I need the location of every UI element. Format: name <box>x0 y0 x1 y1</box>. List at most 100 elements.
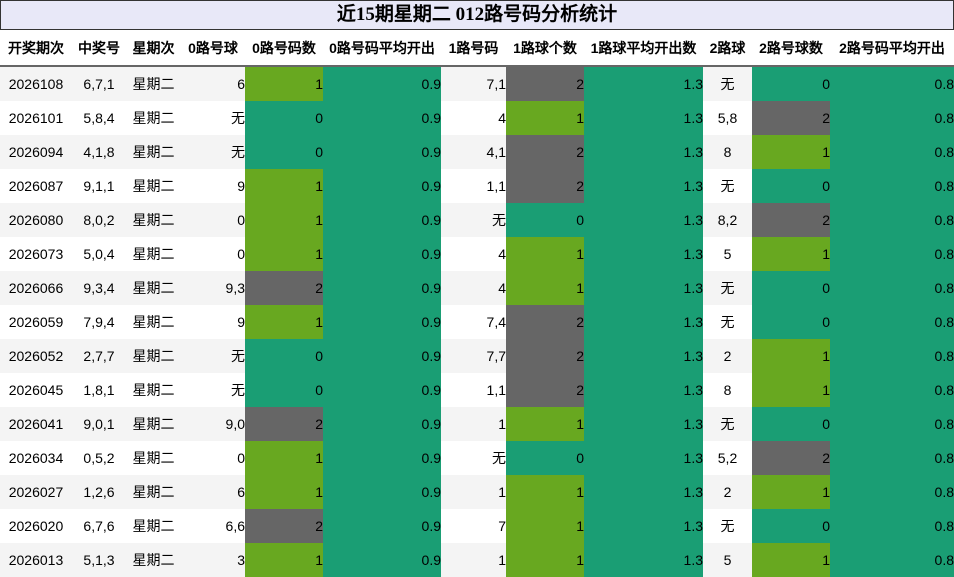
cell-route2-count: 1 <box>752 475 830 509</box>
cell-period: 2026073 <box>0 237 72 271</box>
cell-route1-count: 2 <box>506 135 584 169</box>
cell-route2-count: 0 <box>752 407 830 441</box>
cell-route1-count: 1 <box>506 407 584 441</box>
cell-weekday: 星期二 <box>126 339 181 373</box>
cell-route0-count: 0 <box>245 101 323 135</box>
cell-route0-avg: 0.9 <box>323 66 441 101</box>
cell-route0-count: 1 <box>245 475 323 509</box>
cell-route1-count: 1 <box>506 509 584 543</box>
cell-period: 2026045 <box>0 373 72 407</box>
cell-route1-avg: 1.3 <box>584 101 703 135</box>
header-route1-avg: 1路球平均开出数 <box>584 30 703 67</box>
cell-route2-count: 1 <box>752 237 830 271</box>
cell-winning-number: 9,3,4 <box>72 271 126 305</box>
cell-route0-avg: 0.9 <box>323 509 441 543</box>
cell-route0-count: 1 <box>245 237 323 271</box>
cell-route1-balls: 1 <box>441 543 506 577</box>
cell-route1-avg: 1.3 <box>584 475 703 509</box>
cell-route2-count: 2 <box>752 101 830 135</box>
cell-route2-avg: 0.8 <box>830 305 954 339</box>
cell-winning-number: 0,5,2 <box>72 441 126 475</box>
table-row: 2026087 9,1,1 星期二 9 1 0.9 1,1 2 1.3 无 0 0.8 <box>0 169 954 203</box>
cell-route1-balls: 4 <box>441 101 506 135</box>
cell-route2-avg: 0.8 <box>830 66 954 101</box>
table-row: 2026045 1,8,1 星期二无 0 0.9 1,1 2 1.3 8 1 0.8 <box>0 373 954 407</box>
cell-route1-count: 2 <box>506 66 584 101</box>
cell-route2-count: 2 <box>752 203 830 237</box>
cell-route1-balls: 4,1 <box>441 135 506 169</box>
cell-route1-count: 0 <box>506 441 584 475</box>
cell-route2-count: 0 <box>752 66 830 101</box>
cell-route0-avg: 0.9 <box>323 135 441 169</box>
header-route0-avg: 0路号码平均开出 <box>323 30 441 67</box>
cell-route0-count: 2 <box>245 509 323 543</box>
table-row: 2026027 1,2,6 星期二 6 1 0.9 1 1 1.3 2 1 0.8 <box>0 475 954 509</box>
cell-route2-count: 1 <box>752 373 830 407</box>
cell-route0-avg: 0.9 <box>323 203 441 237</box>
cell-route2-balls: 2 <box>703 339 752 373</box>
table-row: 2026020 6,7,6 星期二 6,6 2 0.9 7 1 1.3 无 0 0.8 <box>0 509 954 543</box>
table-row: 2026080 8,0,2 星期二 0 1 0.9 无 0 1.3 8,2 2 0.8 <box>0 203 954 237</box>
cell-route0-balls: 6,6 <box>181 509 245 543</box>
cell-period: 2026087 <box>0 169 72 203</box>
cell-route2-avg: 0.8 <box>830 101 954 135</box>
cell-route2-balls: 无 <box>703 66 752 101</box>
cell-route2-count: 0 <box>752 271 830 305</box>
cell-route2-avg: 0.8 <box>830 339 954 373</box>
cell-route1-avg: 1.3 <box>584 169 703 203</box>
cell-route0-balls: 无 <box>181 339 245 373</box>
cell-route2-balls: 无 <box>703 305 752 339</box>
cell-weekday: 星期二 <box>126 169 181 203</box>
cell-route2-avg: 0.8 <box>830 271 954 305</box>
cell-route1-count: 2 <box>506 305 584 339</box>
cell-winning-number: 6,7,1 <box>72 66 126 101</box>
cell-weekday: 星期二 <box>126 305 181 339</box>
cell-route1-avg: 1.3 <box>584 203 703 237</box>
header-route1-balls: 1路号码 <box>441 30 506 67</box>
cell-route0-balls: 9,0 <box>181 407 245 441</box>
cell-route0-balls: 9 <box>181 169 245 203</box>
header-weekday: 星期次 <box>126 30 181 67</box>
cell-route0-avg: 0.9 <box>323 407 441 441</box>
cell-weekday: 星期二 <box>126 203 181 237</box>
cell-route2-count: 0 <box>752 509 830 543</box>
cell-route1-count: 1 <box>506 271 584 305</box>
cell-route2-balls: 5 <box>703 543 752 577</box>
cell-period: 2026041 <box>0 407 72 441</box>
cell-route0-avg: 0.9 <box>323 543 441 577</box>
cell-winning-number: 5,0,4 <box>72 237 126 271</box>
cell-route2-avg: 0.8 <box>830 203 954 237</box>
cell-period: 2026101 <box>0 101 72 135</box>
cell-route1-balls: 无 <box>441 441 506 475</box>
cell-route2-count: 0 <box>752 305 830 339</box>
cell-route1-avg: 1.3 <box>584 339 703 373</box>
cell-route2-avg: 0.8 <box>830 407 954 441</box>
table-title: 近15期星期二 012路号码分析统计 <box>0 0 954 30</box>
cell-period: 2026034 <box>0 441 72 475</box>
table-row: 2026041 9,0,1 星期二 9,0 2 0.9 1 1 1.3 无 0 0.8 <box>0 407 954 441</box>
cell-route0-balls: 无 <box>181 135 245 169</box>
table-body: 2026108 6,7,1 星期二 6 1 0.9 7,1 2 1.3 无 0 0.8 2026101 5… <box>0 66 954 577</box>
cell-route0-avg: 0.9 <box>323 101 441 135</box>
cell-period: 2026059 <box>0 305 72 339</box>
cell-route1-balls: 1 <box>441 475 506 509</box>
cell-route0-count: 0 <box>245 339 323 373</box>
cell-weekday: 星期二 <box>126 543 181 577</box>
cell-period: 2026027 <box>0 475 72 509</box>
cell-period: 2026094 <box>0 135 72 169</box>
cell-route2-balls: 无 <box>703 169 752 203</box>
cell-route1-balls: 无 <box>441 203 506 237</box>
cell-route0-avg: 0.9 <box>323 169 441 203</box>
cell-route2-balls: 无 <box>703 271 752 305</box>
cell-route2-avg: 0.8 <box>830 237 954 271</box>
cell-route0-avg: 0.9 <box>323 305 441 339</box>
cell-period: 2026066 <box>0 271 72 305</box>
cell-weekday: 星期二 <box>126 66 181 101</box>
table-row: 2026108 6,7,1 星期二 6 1 0.9 7,1 2 1.3 无 0 0.8 <box>0 66 954 101</box>
cell-winning-number: 5,1,3 <box>72 543 126 577</box>
cell-route2-balls: 无 <box>703 509 752 543</box>
cell-route2-avg: 0.8 <box>830 135 954 169</box>
cell-route1-avg: 1.3 <box>584 66 703 101</box>
table-row: 2026052 2,7,7 星期二无 0 0.9 7,7 2 1.3 2 1 0.8 <box>0 339 954 373</box>
cell-route0-avg: 0.9 <box>323 237 441 271</box>
